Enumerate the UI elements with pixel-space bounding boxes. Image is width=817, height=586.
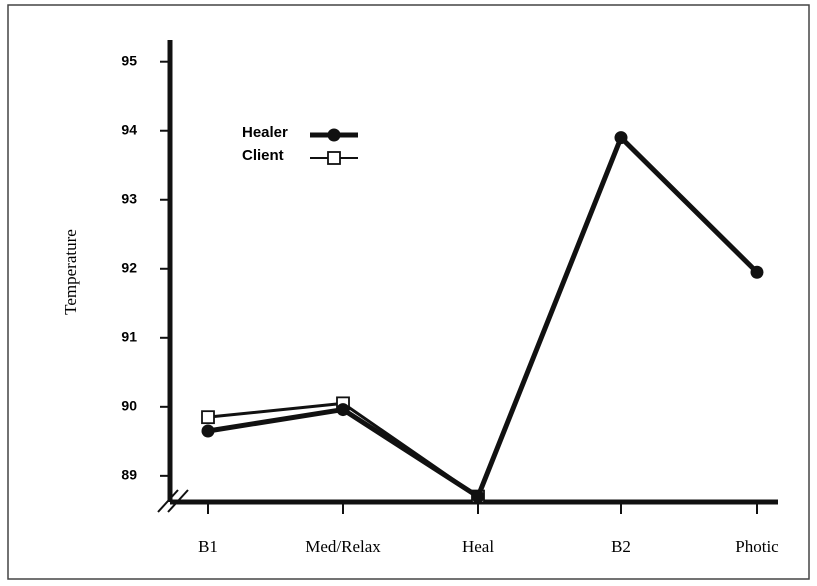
frame (7, 4, 810, 580)
axis-break (157, 489, 179, 513)
series-line (207, 135, 759, 500)
series-line (207, 401, 479, 498)
y-tick-label: 94 (121, 121, 137, 137)
data-point (201, 410, 215, 425)
y-tick-label: 92 (121, 259, 137, 275)
y-tick-label: 93 (121, 190, 137, 206)
y-tick-label: 95 (121, 52, 137, 68)
y-tick-label: 90 (121, 398, 137, 414)
data-point (201, 424, 215, 438)
x-tick-label: B2 (611, 537, 631, 556)
y-axis-label: Temperature (61, 229, 80, 315)
x-tick-label: B1 (198, 537, 218, 556)
x-tick-label: Photic (735, 537, 779, 556)
data-point (614, 131, 628, 145)
data-point (471, 490, 485, 504)
data-point (750, 265, 764, 279)
y-tick-label: 89 (121, 467, 137, 483)
legend-label: Client (242, 147, 284, 164)
legend-label: Healer (242, 124, 288, 141)
data-point (336, 403, 350, 417)
legend-marker (327, 128, 341, 142)
x-tick-label: Heal (462, 537, 494, 556)
axis-break (167, 489, 189, 513)
x-tick-label: Med/Relax (305, 537, 381, 556)
legend-marker (327, 151, 341, 165)
y-tick-label: 91 (121, 329, 137, 345)
